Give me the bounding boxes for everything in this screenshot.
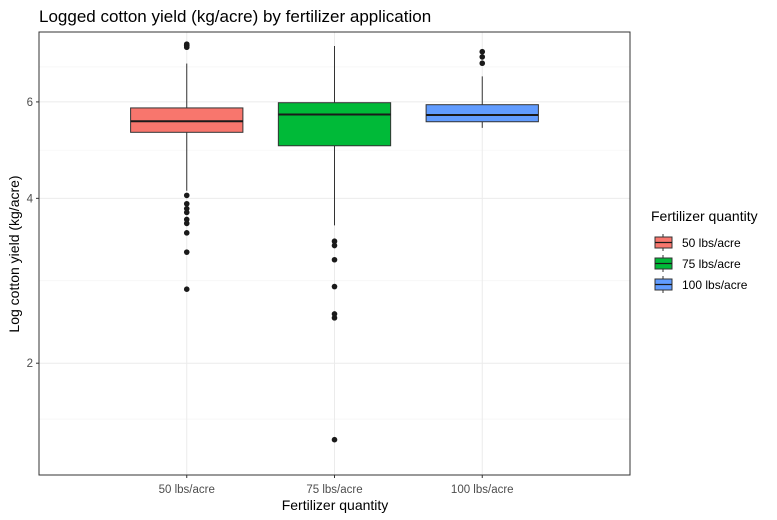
outlier-point [183,230,190,236]
y-axis-title: Log cotton yield (kg/acre) [6,175,22,332]
legend: Fertilizer quantity 50 lbs/acre 75 lbs/ac… [651,208,758,293]
outlier-point [331,311,338,317]
box-group [130,41,244,293]
legend-item: 50 lbs/acre [654,234,741,251]
outlier-point [331,315,338,321]
outlier-point [479,48,486,55]
outlier-point [331,238,338,245]
outlier-point [479,60,486,67]
box-iqr [277,102,392,147]
x-tick-label: 75 lbs/acre [306,484,362,496]
outlier-point [183,192,190,199]
y-tick-label: 2 [27,358,33,370]
outlier-point [183,42,190,49]
box-iqr [130,107,244,133]
outlier-point [331,242,338,249]
x-tick-label: 50 lbs/acre [159,484,215,496]
legend-title: Fertilizer quantity [651,208,758,224]
outlier-point [183,249,190,255]
legend-label: 50 lbs/acre [682,236,741,250]
outlier-point [183,216,190,223]
legend-label: 75 lbs/acre [682,257,741,271]
outlier-point [331,436,338,443]
box-group [425,48,539,128]
legend-item: 100 lbs/acre [654,276,748,293]
outlier-point [479,54,486,60]
x-axis-title: Fertilizer quantity [282,497,389,513]
outlier-point [331,256,338,263]
box-iqr [425,104,539,123]
y-tick-label: 4 [27,193,34,205]
outlier-point [183,200,190,207]
legend-item: 75 lbs/acre [654,255,741,272]
outlier-point [183,209,190,216]
legend-label: 100 lbs/acre [682,278,748,292]
outlier-point [183,220,190,227]
outlier-point [183,286,190,293]
chart-title: Logged cotton yield (kg/acre) by fertili… [39,7,431,26]
box-group [277,45,392,443]
y-tick-label: 6 [27,97,33,109]
plot-panel: 2 4 6 50 lbs/acre 75 lbs/acre 100 lbs/acre [27,31,631,496]
x-tick-label: 100 lbs/acre [451,484,514,496]
outlier-point [331,283,338,290]
